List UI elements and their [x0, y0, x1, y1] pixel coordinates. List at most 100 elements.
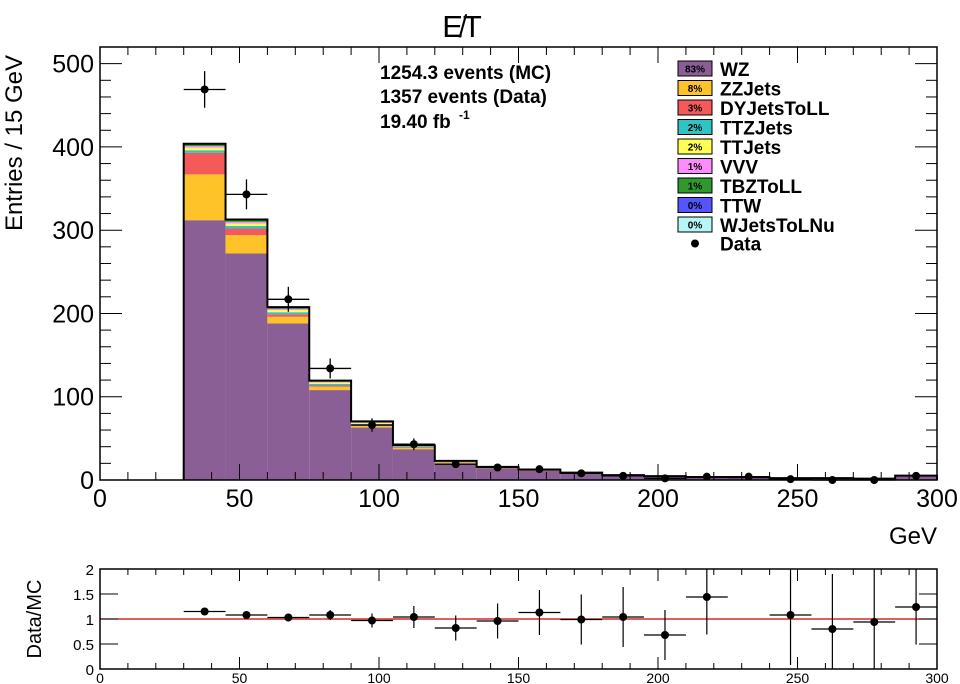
ratio-xtick-label-250: 250	[786, 670, 810, 684]
bar-WZ-7	[476, 468, 519, 480]
data-point-8	[535, 465, 544, 474]
main-xtick-label-250: 250	[777, 485, 819, 513]
main-x-axis-label: GeV	[889, 523, 937, 550]
bar-TTJets-3	[309, 382, 352, 384]
main-xtick-label-100: 100	[358, 485, 400, 513]
main-panel: 0 50 100 150 200 250 300 0 100 200 300 400 500 E̸T GeV…	[1, 9, 958, 550]
legend-pct-WZ: 83%	[685, 65, 705, 76]
legend-label-WJetsToLNu: WJetsToLNu	[720, 216, 835, 237]
legend-label-ZZJets: ZZJets	[720, 80, 781, 101]
ratio-point-6	[451, 624, 460, 632]
legend-label-TTW: TTW	[720, 197, 761, 218]
data-point-14	[786, 475, 795, 484]
main-ytick-label-0: 0	[80, 467, 94, 495]
legend-label-WZ: WZ	[720, 60, 750, 81]
main-ytick-label-500: 500	[52, 51, 94, 79]
ratio-ytick-label-0: 0	[86, 662, 94, 679]
ratio-point-4	[368, 616, 377, 625]
legend-swatch-TBZToLL	[677, 177, 713, 194]
annotation-data-events: 1357 events (Data)	[380, 87, 547, 108]
bar-TTZJets-3	[309, 383, 352, 386]
legend-pct-TTJets: 2%	[688, 143, 703, 154]
legend-pct-VVV: 1%	[688, 162, 703, 173]
legend-swatch-WJetsToLNu	[677, 216, 713, 233]
ratio-ytick-label-1: 0.5	[73, 637, 94, 654]
ratio-point-11	[660, 631, 669, 639]
bar-WZ-8	[518, 470, 561, 480]
main-ytick-label-300: 300	[52, 217, 94, 245]
ratio-point-7	[493, 617, 502, 625]
ratio-point-13	[786, 611, 795, 619]
ratio-point-1	[242, 611, 251, 619]
bar-WZ-0	[183, 220, 226, 480]
main-xtick-label-50: 50	[226, 485, 254, 513]
bar-DYJetsToLL-1	[225, 228, 268, 236]
bar-WZ-1	[225, 253, 268, 480]
data-point-12	[702, 472, 711, 481]
ratio-point-10	[619, 613, 628, 621]
bar-TTJets-0	[183, 147, 226, 151]
legend-pct-DYJetsToLL: 3%	[688, 104, 703, 115]
ratio-point-15	[870, 618, 879, 626]
data-point-6	[451, 460, 460, 469]
ratio-point-9	[577, 615, 586, 624]
bar-TTZJets-1	[225, 226, 268, 229]
ratio-xtick-label-100: 100	[367, 670, 391, 684]
data-point-2	[284, 295, 293, 304]
legend-label-TBZToLL: TBZToLL	[720, 177, 802, 198]
main-y-axis-label: Entries / 15 GeV	[1, 55, 28, 231]
ratio-point-12	[702, 593, 711, 601]
legend-pct-TTZJets: 2%	[688, 123, 703, 134]
ratio-xtick-label-300: 300	[925, 670, 949, 684]
main-xtick-label-0: 0	[93, 485, 107, 513]
legend-pct-ZZJets: 8%	[688, 84, 703, 95]
ratio-point-2	[284, 613, 293, 622]
legend-pct-WJetsToLNu: 0%	[688, 221, 703, 232]
data-point-0	[200, 85, 209, 94]
data-point-4	[368, 421, 377, 430]
legend-data-marker	[691, 239, 699, 248]
bar-WZ-2	[267, 323, 310, 480]
ratio-ytick-label-2: 1	[86, 612, 94, 629]
bar-TTZJets-0	[183, 150, 226, 153]
annotation-lumi: 19.40 fb	[380, 112, 451, 133]
data-point-10	[619, 471, 628, 480]
legend-swatch-ZZJets	[677, 80, 713, 96]
ratio-point-0	[200, 607, 209, 616]
ratio-xtick-label-200: 200	[646, 670, 670, 684]
bar-TBZToLL-0	[183, 144, 226, 147]
legend-label-DYJetsToLL: DYJetsToLL	[720, 99, 830, 120]
bar-DYJetsToLL-3	[309, 385, 352, 387]
ratio-ytick-label-3: 1.5	[73, 587, 94, 604]
legend-pct-TTW: 0%	[688, 201, 703, 212]
main-xtick-label-200: 200	[637, 485, 679, 513]
bar-WZ-5	[392, 449, 435, 480]
legend-swatch-TTJets	[677, 138, 713, 155]
ratio-point-14	[828, 625, 837, 633]
bar-VVV-0	[183, 146, 226, 148]
bar-TTJets-1	[225, 223, 268, 227]
bar-WZ-6	[434, 463, 477, 480]
ratio-point-5	[409, 613, 418, 621]
ratio-ytick-label-4: 2	[86, 562, 94, 579]
ratio-point-16	[912, 603, 921, 611]
main-ytick-label-100: 100	[52, 384, 94, 412]
ratio-point-8	[535, 608, 544, 617]
bar-ZZJets-0	[183, 174, 226, 221]
ratio-xtick-label-150: 150	[507, 670, 531, 684]
legend-label-TTZJets: TTZJets	[720, 119, 793, 140]
main-ytick-label-200: 200	[52, 300, 94, 328]
legend-swatch-VVV	[677, 158, 713, 174]
data-point-11	[660, 474, 669, 483]
bar-VVV-3	[309, 381, 352, 383]
legend-swatch-TTZJets	[677, 119, 713, 135]
legend-swatch-TTW	[677, 197, 713, 213]
data-point-9	[577, 469, 586, 478]
bar-VVV-1	[225, 221, 268, 224]
annotation-mc-events: 1254.3 events (MC)	[380, 63, 551, 84]
main-ytick-label-400: 400	[52, 134, 94, 162]
bar-ZZJets-3	[309, 386, 352, 391]
ratio-point-3	[326, 611, 335, 619]
legend-swatch-DYJetsToLL	[677, 99, 713, 116]
